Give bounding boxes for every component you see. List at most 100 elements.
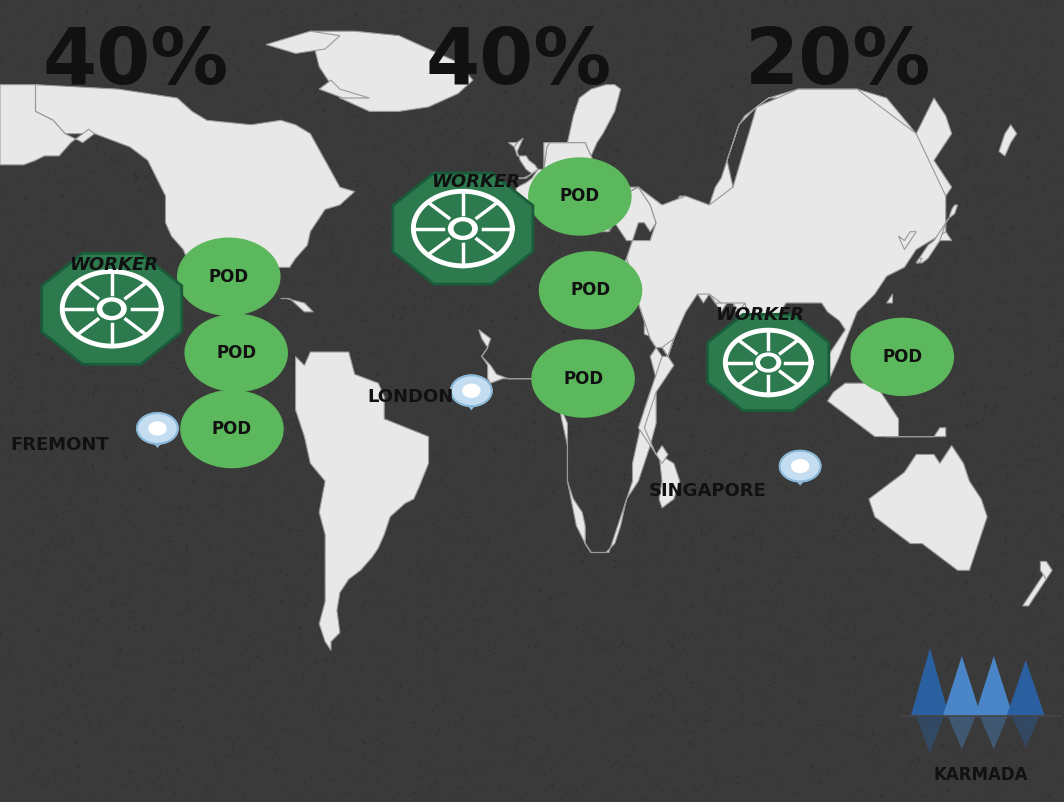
- Point: [1051, 249, 1064, 262]
- Point: [687, 494, 704, 507]
- Point: [565, 34, 582, 47]
- Point: [278, 780, 295, 792]
- Point: [917, 99, 934, 112]
- Point: [365, 86, 382, 99]
- Point: [573, 762, 591, 775]
- Point: [911, 789, 928, 802]
- Point: [881, 205, 898, 218]
- Point: [553, 585, 570, 598]
- Point: [764, 253, 781, 265]
- Point: [86, 379, 103, 392]
- Point: [12, 557, 29, 569]
- Point: [567, 658, 584, 671]
- Point: [715, 435, 732, 448]
- Point: [333, 694, 350, 707]
- Point: [984, 0, 1001, 6]
- Point: [696, 528, 713, 541]
- Point: [866, 193, 883, 206]
- Point: [162, 682, 179, 695]
- Point: [269, 182, 286, 195]
- Point: [813, 333, 830, 346]
- Point: [677, 257, 694, 269]
- Point: [323, 772, 340, 785]
- Point: [876, 387, 893, 400]
- Point: [918, 299, 935, 312]
- Point: [185, 190, 202, 203]
- Point: [890, 664, 907, 677]
- Point: [416, 423, 433, 436]
- Point: [1024, 658, 1041, 671]
- Point: [133, 399, 150, 411]
- Point: [1045, 298, 1062, 310]
- Point: [234, 569, 251, 581]
- Point: [484, 573, 501, 586]
- Point: [327, 337, 344, 350]
- Point: [177, 565, 194, 577]
- Point: [433, 688, 450, 701]
- Point: [528, 48, 545, 61]
- Point: [1030, 634, 1047, 647]
- Point: [481, 492, 498, 505]
- Point: [537, 212, 554, 225]
- Point: [718, 540, 735, 553]
- Point: [585, 630, 602, 643]
- Point: [674, 788, 691, 800]
- Point: [971, 34, 988, 47]
- Point: [984, 219, 1001, 232]
- Point: [975, 626, 992, 638]
- Point: [1, 324, 18, 337]
- Point: [907, 222, 924, 235]
- Point: [187, 176, 204, 188]
- Point: [409, 59, 426, 71]
- Point: [543, 448, 560, 460]
- Point: [849, 667, 866, 680]
- Point: [584, 140, 601, 152]
- Point: [165, 426, 182, 439]
- Point: [619, 209, 636, 221]
- Point: [443, 196, 460, 209]
- Point: [611, 699, 628, 712]
- Point: [280, 37, 297, 50]
- Point: [964, 673, 981, 686]
- Point: [609, 319, 626, 332]
- Point: [884, 196, 901, 209]
- Point: [629, 675, 646, 688]
- Polygon shape: [319, 80, 369, 98]
- Point: [295, 670, 312, 683]
- Point: [70, 326, 87, 339]
- Point: [24, 141, 41, 154]
- Point: [788, 551, 805, 564]
- Point: [646, 205, 663, 218]
- Point: [541, 567, 558, 580]
- Point: [874, 296, 891, 309]
- Point: [183, 161, 200, 174]
- Point: [964, 735, 981, 747]
- Point: [602, 203, 619, 216]
- Point: [541, 233, 558, 246]
- Point: [870, 14, 887, 27]
- Point: [511, 269, 528, 282]
- Point: [747, 54, 764, 67]
- Point: [915, 117, 932, 130]
- Point: [249, 563, 266, 576]
- Point: [1024, 339, 1041, 352]
- Point: [571, 417, 588, 430]
- Point: [606, 382, 624, 395]
- Point: [273, 18, 290, 31]
- Point: [301, 779, 318, 792]
- Point: [170, 560, 187, 573]
- Point: [613, 217, 630, 230]
- Point: [793, 695, 810, 707]
- Point: [812, 238, 829, 251]
- Point: [413, 679, 430, 692]
- Point: [78, 188, 95, 201]
- Point: [168, 363, 185, 375]
- Point: [19, 610, 36, 623]
- Point: [105, 286, 122, 299]
- Point: [733, 577, 750, 589]
- Point: [1011, 290, 1028, 302]
- Point: [745, 522, 762, 535]
- Point: [615, 387, 632, 400]
- Point: [575, 312, 592, 325]
- Point: [1016, 87, 1033, 100]
